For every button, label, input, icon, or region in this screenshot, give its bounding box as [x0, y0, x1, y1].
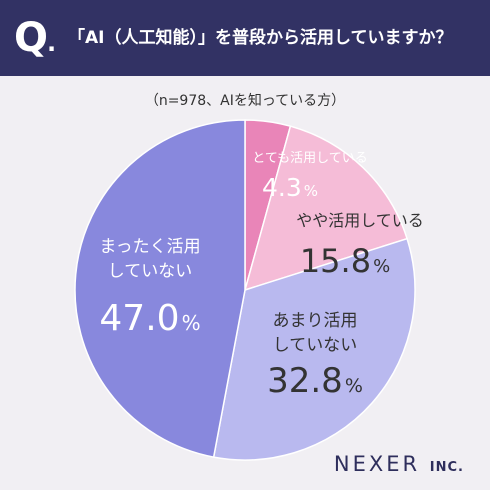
- header-bar: Q. 「AI（人工知能）」を普段から活用していますか？: [0, 0, 490, 76]
- q-mark: Q.: [14, 15, 56, 61]
- question-title: 「AI（人工知能）」を普段から活用していますか？: [68, 28, 453, 48]
- nexer-logo: NEXER INC.: [333, 452, 464, 476]
- chart-subtitle: （n=978、AIを知っている方）: [144, 93, 346, 109]
- slice-value-2: 15.8%: [300, 242, 390, 280]
- slice-value-1: 4.3%: [262, 173, 318, 202]
- slice-value-4: 47.0%: [99, 298, 200, 339]
- slice-label-4: まったく活用していない: [99, 237, 200, 282]
- pie-slice-3: [212, 237, 416, 461]
- slice-label-2: やや活用している: [296, 211, 424, 230]
- pie-slice-2: [243, 125, 409, 292]
- slice-value-3: 32.8%: [267, 361, 363, 401]
- pie-slice-4: [74, 119, 246, 458]
- slice-label-3: あまり活用していない: [273, 311, 358, 356]
- slice-label-1: とても活用している: [252, 151, 368, 166]
